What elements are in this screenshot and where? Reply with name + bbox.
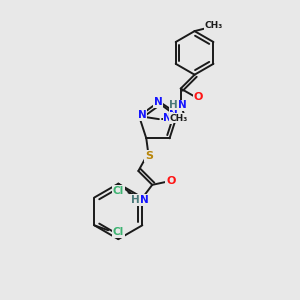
- Text: S: S: [145, 151, 153, 161]
- Text: Cl: Cl: [112, 227, 124, 237]
- Text: Cl: Cl: [113, 186, 124, 196]
- Text: H: H: [169, 100, 178, 110]
- Text: O: O: [194, 92, 203, 103]
- Text: N: N: [178, 100, 187, 110]
- Text: N: N: [164, 113, 172, 123]
- Text: CH₃: CH₃: [169, 114, 188, 123]
- Text: O: O: [167, 176, 176, 186]
- Text: CH₃: CH₃: [204, 21, 223, 30]
- Text: N: N: [138, 110, 146, 120]
- Text: N: N: [140, 195, 149, 205]
- Text: H: H: [131, 195, 140, 205]
- Text: N: N: [154, 98, 162, 107]
- Text: N: N: [169, 110, 178, 120]
